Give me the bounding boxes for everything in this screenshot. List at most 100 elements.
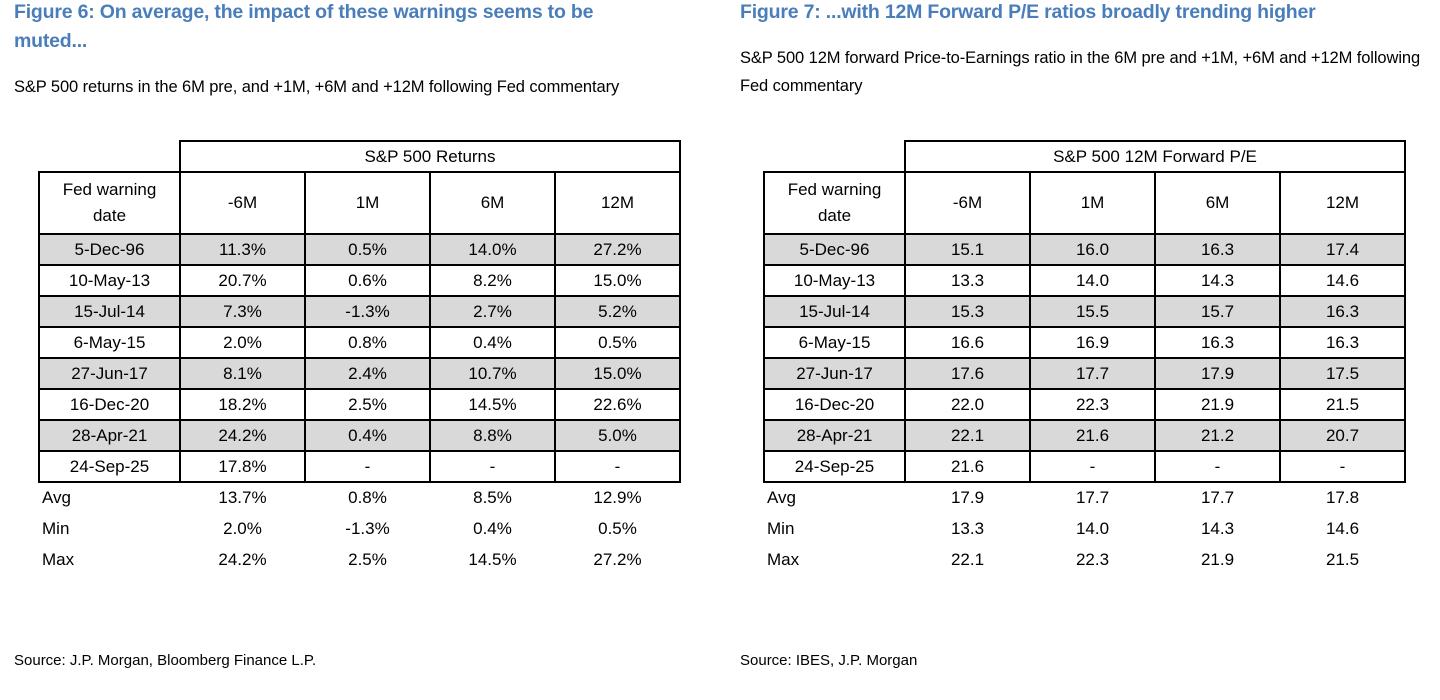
table-row: 24-Sep-25 21.6- - - bbox=[763, 450, 1406, 483]
summary-label: Max bbox=[767, 549, 800, 569]
value-cell: 21.6 bbox=[1029, 419, 1156, 452]
summary-value: 14.3 bbox=[1200, 518, 1235, 538]
summary-value: 12.9% bbox=[593, 488, 642, 507]
summary-row: Min 13.3 14.0 14.3 14.6 bbox=[764, 513, 1405, 544]
value-cell: 2.4% bbox=[304, 357, 431, 390]
group-header-row: S&P 500 12M Forward P/E bbox=[764, 140, 1406, 173]
value-cell: 16.3 bbox=[1279, 326, 1406, 359]
value-cell: 10.7% bbox=[429, 357, 556, 390]
date-cell: 10-May-13 bbox=[38, 264, 181, 297]
value-cell: 0.4% bbox=[429, 326, 556, 359]
summary-row: Avg 13.7% 0.8% 8.5% 12.9% bbox=[39, 482, 680, 513]
figure-6-subtitle: S&P 500 returns in the 6M pre, and +1M, … bbox=[14, 78, 620, 96]
value-cell: 0.6% bbox=[304, 264, 431, 297]
figure-6-table: S&P 500 Returns Fed warning date -6M 1M … bbox=[38, 140, 681, 575]
value-cell: 16.6 bbox=[904, 326, 1031, 359]
value-cell: - bbox=[1029, 450, 1156, 483]
summary-value: 22.1 bbox=[950, 549, 985, 569]
figure-6-title: Figure 6: On average, the impact of thes… bbox=[14, 1, 594, 52]
summary-row: Min 2.0% -1.3% 0.4% 0.5% bbox=[39, 513, 680, 544]
value-cell: 2.7% bbox=[429, 295, 556, 328]
summary-value: 22.3 bbox=[1075, 549, 1110, 569]
col-header: 6M bbox=[1154, 171, 1281, 235]
col-header: -6M bbox=[179, 171, 306, 235]
col-header: 1M bbox=[1029, 171, 1156, 235]
value-cell: 14.6 bbox=[1279, 264, 1406, 297]
date-cell: 28-Apr-21 bbox=[38, 419, 181, 452]
col-header: 12M bbox=[1279, 171, 1406, 235]
table-row: 10-May-13 13.3 14.0 14.3 14.6 bbox=[763, 264, 1406, 297]
figure-7-table: S&P 500 12M Forward P/E Fed warning date… bbox=[763, 140, 1406, 575]
table-row: 15-Jul-14 7.3% -1.3% 2.7% 5.2% bbox=[38, 295, 681, 328]
summary-label: Max bbox=[42, 549, 75, 569]
value-cell: 0.5% bbox=[304, 233, 431, 266]
value-cell: -1.3% bbox=[304, 295, 431, 328]
date-cell: 15-Jul-14 bbox=[38, 295, 181, 328]
value-cell: 17.6 bbox=[904, 357, 1031, 390]
table-row: 27-Jun-17 17.6 17.7 17.9 17.5 bbox=[763, 357, 1406, 390]
summary-label: Avg bbox=[767, 488, 796, 507]
summary-value: 17.7 bbox=[1200, 488, 1235, 507]
value-cell: 16.9 bbox=[1029, 326, 1156, 359]
col-header: 6M bbox=[429, 171, 556, 235]
row-header: Fed warning date bbox=[38, 171, 181, 235]
col-header: -6M bbox=[904, 171, 1031, 235]
date-cell: 6-May-15 bbox=[38, 326, 181, 359]
summary-value: 14.0 bbox=[1075, 518, 1110, 538]
value-cell: 24.2% bbox=[179, 419, 306, 452]
summary-row: Max 24.2% 2.5% 14.5% 27.2% bbox=[39, 544, 680, 575]
value-cell: 27.2% bbox=[554, 233, 681, 266]
value-cell: 16.3 bbox=[1154, 233, 1281, 266]
value-cell: - bbox=[304, 450, 431, 483]
table-row: 5-Dec-96 15.1 16.0 16.3 17.4 bbox=[763, 233, 1406, 266]
figure-7-subtitle: S&P 500 12M forward Price-to-Earnings ra… bbox=[740, 49, 1421, 95]
value-cell: 15.0% bbox=[554, 357, 681, 390]
value-cell: 7.3% bbox=[179, 295, 306, 328]
summary-value: 14.6 bbox=[1325, 518, 1360, 538]
table-row: 15-Jul-14 15.3 15.5 15.7 16.3 bbox=[763, 295, 1406, 328]
value-cell: 0.8% bbox=[304, 326, 431, 359]
summary-value: 2.0% bbox=[223, 518, 262, 538]
value-cell: 11.3% bbox=[179, 233, 306, 266]
value-cell: 22.1 bbox=[904, 419, 1031, 452]
figure-7-panel: Figure 7: ...with 12M Forward P/E ratios… bbox=[740, 0, 1440, 700]
value-cell: 14.0% bbox=[429, 233, 556, 266]
value-cell: - bbox=[1154, 450, 1281, 483]
summary-value: 21.5 bbox=[1325, 549, 1360, 569]
column-header-row: Fed warning date -6M 1M 6M 12M bbox=[38, 171, 681, 235]
value-cell: 15.1 bbox=[904, 233, 1031, 266]
date-cell: 27-Jun-17 bbox=[38, 357, 181, 390]
value-cell: 17.8% bbox=[179, 450, 306, 483]
group-header-row: S&P 500 Returns bbox=[39, 140, 681, 173]
col-header: 1M bbox=[304, 171, 431, 235]
figure-6-source: Source: J.P. Morgan, Bloomberg Finance L… bbox=[14, 652, 317, 669]
value-cell: 22.6% bbox=[554, 388, 681, 421]
value-cell: 15.0% bbox=[554, 264, 681, 297]
column-header-row: Fed warning date -6M 1M 6M 12M bbox=[763, 171, 1406, 235]
blank-corner-cell bbox=[39, 141, 180, 172]
figure-6-table-wrap: S&P 500 Returns Fed warning date -6M 1M … bbox=[38, 140, 681, 575]
table-row: 16-Dec-20 18.2% 2.5% 14.5% 22.6% bbox=[38, 388, 681, 421]
value-cell: 21.9 bbox=[1154, 388, 1281, 421]
value-cell: 21.6 bbox=[904, 450, 1031, 483]
summary-label: Avg bbox=[42, 488, 71, 507]
date-cell: 15-Jul-14 bbox=[763, 295, 906, 328]
value-cell: 14.3 bbox=[1154, 264, 1281, 297]
value-cell: 8.1% bbox=[179, 357, 306, 390]
value-cell: 5.2% bbox=[554, 295, 681, 328]
value-cell: 17.5 bbox=[1279, 357, 1406, 390]
value-cell: 13.3 bbox=[904, 264, 1031, 297]
summary-value: 8.5% bbox=[473, 488, 512, 507]
summary-value: 14.5% bbox=[468, 549, 517, 569]
date-cell: 16-Dec-20 bbox=[38, 388, 181, 421]
date-cell: 10-May-13 bbox=[763, 264, 906, 297]
summary-value: 24.2% bbox=[218, 549, 267, 569]
summary-value: 2.5% bbox=[348, 549, 387, 569]
date-cell: 5-Dec-96 bbox=[763, 233, 906, 266]
summary-row: Max 22.1 22.3 21.9 21.5 bbox=[764, 544, 1405, 575]
value-cell: 15.7 bbox=[1154, 295, 1281, 328]
value-cell: 17.4 bbox=[1279, 233, 1406, 266]
value-cell: 17.7 bbox=[1029, 357, 1156, 390]
summary-value: 0.4% bbox=[473, 518, 512, 538]
date-cell: 16-Dec-20 bbox=[763, 388, 906, 421]
